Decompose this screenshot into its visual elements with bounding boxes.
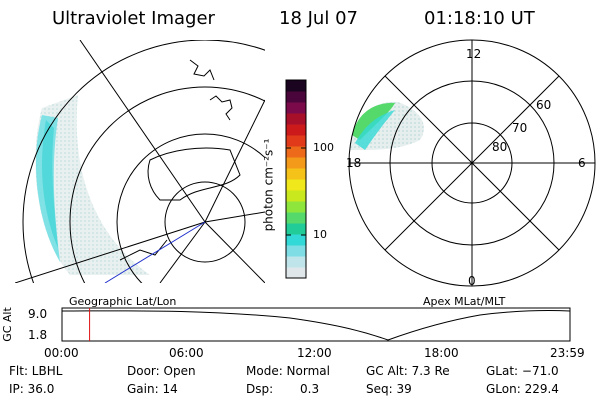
colorbar-segment xyxy=(286,212,306,224)
footer-dsp-label: Dsp: xyxy=(246,382,274,396)
mlt-label-12: 12 xyxy=(466,47,482,61)
altitude-curve xyxy=(61,309,571,341)
colorbar-segment xyxy=(286,190,306,202)
alt-xtick-1200: 12:00 xyxy=(297,346,332,360)
colorbar-segment xyxy=(286,146,306,158)
alt-xtick-0000: 00:00 xyxy=(44,346,79,360)
colorbar-segment xyxy=(286,91,306,103)
colorbar-segment xyxy=(286,256,306,268)
observation-date: 18 Jul 07 xyxy=(279,8,358,29)
footer-seq: Seq: 39 xyxy=(366,382,412,396)
colorbar-tick-100: 100 xyxy=(313,141,334,154)
colorbar-segment xyxy=(286,267,306,279)
alt-xtick-2359: 23:59 xyxy=(550,346,585,360)
colorbar-segment xyxy=(286,223,306,235)
footer-glon: GLon: 229.4 xyxy=(486,382,559,396)
colorbar-segment xyxy=(286,179,306,191)
footer-gain: Gain: 14 xyxy=(127,382,178,396)
mlat-label-60: 60 xyxy=(536,98,552,112)
mlat-label-70: 70 xyxy=(512,121,528,135)
colorbar-segment xyxy=(286,124,306,136)
colorbar-segment xyxy=(286,245,306,257)
footer-ip: IP: 36.0 xyxy=(9,382,55,396)
colorbar-segment xyxy=(286,201,306,213)
footer-door: Door: Open xyxy=(127,364,196,378)
colorbar-segment xyxy=(286,234,306,246)
footer-dsp-value: 0.3 xyxy=(300,382,320,396)
colorbar-segment xyxy=(286,113,306,125)
right-panel-label: Apex MLat/MLT xyxy=(423,295,506,308)
footer-gc-alt: GC Alt: 7.3 Re xyxy=(366,364,450,378)
colorbar-segment xyxy=(286,168,306,180)
colorbar-segment xyxy=(286,135,306,147)
alt-ytick-top: 9.0 xyxy=(28,307,48,321)
footer-mode: Mode: Normal xyxy=(246,364,330,378)
left-panel-label: Geographic Lat/Lon xyxy=(69,295,177,308)
alt-ytick-bottom: 1.8 xyxy=(28,328,48,342)
observation-time: 01:18:10 UT xyxy=(424,8,535,29)
mlat-label-80: 80 xyxy=(492,140,508,154)
colorbar-tick-10: 10 xyxy=(313,228,327,241)
footer-flt: Flt: LBHL xyxy=(9,364,63,378)
aurora-patch-left xyxy=(35,95,150,275)
alt-xtick-0600: 06:00 xyxy=(169,346,204,360)
alt-xtick-1800: 18:00 xyxy=(424,346,459,360)
colorbar-segment xyxy=(286,102,306,114)
footer-glat: GLat: −71.0 xyxy=(486,364,559,378)
colorbar-segment xyxy=(286,157,306,169)
instrument-title: Ultraviolet Imager xyxy=(52,8,215,29)
colorbar-segment xyxy=(286,80,306,92)
colorbar-frame xyxy=(285,79,307,279)
